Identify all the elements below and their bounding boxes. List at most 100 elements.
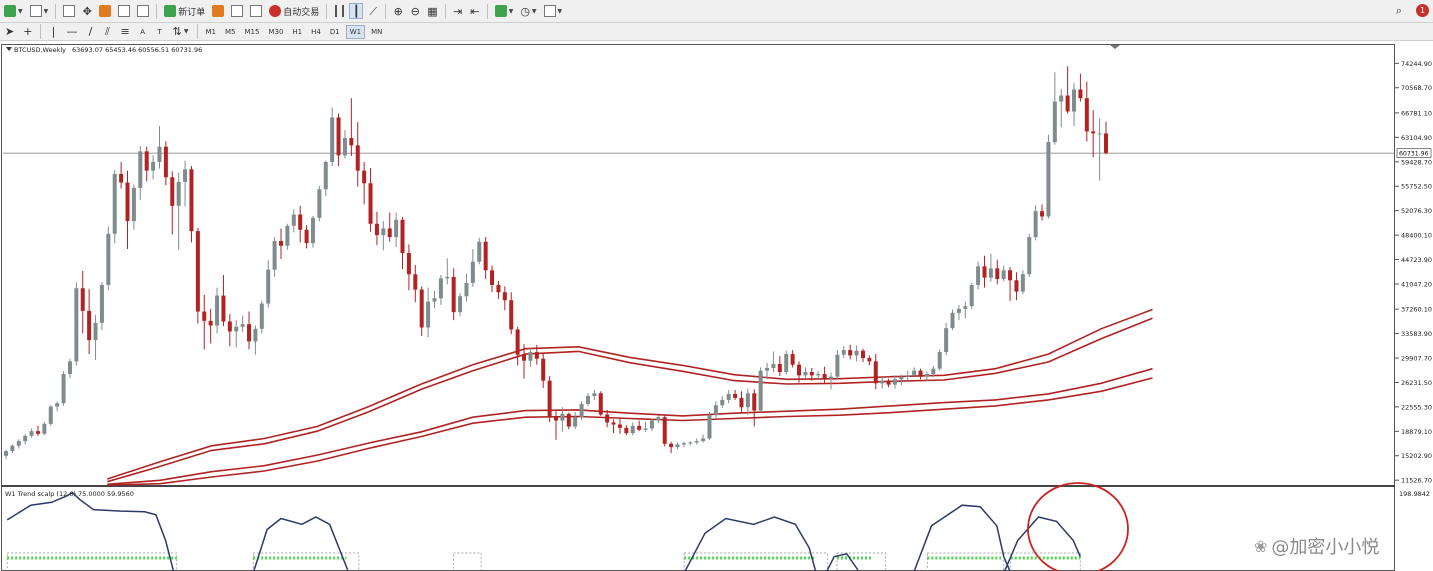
toolbar-separator <box>40 24 42 39</box>
text-tool[interactable]: A <box>136 25 150 39</box>
text-label-tool-label: T <box>157 27 162 36</box>
bar-chart-button[interactable] <box>332 3 346 19</box>
timeframe-d1[interactable]: D1 <box>329 27 340 36</box>
signal-zone-box <box>683 552 828 571</box>
candle <box>739 391 744 413</box>
search-button[interactable]: ⌕ <box>1392 2 1406 18</box>
timeframe-mn[interactable]: MN <box>371 27 383 36</box>
candle <box>784 350 789 375</box>
signals-button[interactable] <box>229 3 245 19</box>
candle <box>1040 204 1045 221</box>
zoom-in-button[interactable]: ⊕ <box>391 3 405 19</box>
trend-scalp-indicator <box>6 482 1129 571</box>
candle-body <box>848 350 853 356</box>
toolbar-separator <box>486 3 488 19</box>
new-order-button[interactable]: 新订单 <box>162 3 207 19</box>
candlestick-button[interactable]: ┃ <box>349 3 364 19</box>
chart-shift-marker-icon[interactable] <box>1110 45 1120 49</box>
timeframe-m15[interactable]: M15 <box>244 27 260 36</box>
price-axis: 74244.90 70568.70 66781.10 63104.90 59428.70… <box>1395 60 1432 485</box>
market-button[interactable] <box>248 3 264 19</box>
data-window-button[interactable] <box>97 3 113 19</box>
candle <box>656 415 661 424</box>
candle-body <box>752 393 757 411</box>
candle <box>394 212 399 248</box>
arrows-tool[interactable]: ⇅ ▼ <box>170 25 192 39</box>
chevron-down-icon: ▼ <box>183 28 189 35</box>
templates-button[interactable]: ▼ <box>542 3 565 19</box>
auto-scroll-button[interactable]: ⇥ <box>451 3 465 19</box>
candle <box>675 442 680 450</box>
candle <box>1084 81 1089 142</box>
candle-body <box>649 420 654 429</box>
indicators-button[interactable]: ▼ <box>493 3 516 19</box>
collapse-triangle-icon[interactable] <box>6 47 12 51</box>
market-watch-button[interactable] <box>61 3 77 19</box>
candle <box>841 346 846 359</box>
timeframe-m5[interactable]: M5 <box>225 27 236 36</box>
candle-body <box>48 406 53 424</box>
chart-shift-button[interactable]: ⇤ <box>468 3 482 19</box>
timeframe-m30[interactable]: M30 <box>268 27 284 36</box>
trend-line-tool[interactable]: / <box>83 25 97 39</box>
candle <box>803 367 808 379</box>
crosshair-tool[interactable]: + <box>20 25 35 39</box>
price-chart-header: BTCUSD,Weekly 63693.07 65453.46 60556.51… <box>6 46 202 54</box>
fibonacci-tool[interactable]: ≡ <box>117 25 132 39</box>
candle-body <box>969 284 974 307</box>
candle <box>522 344 527 379</box>
profiles-button[interactable]: ▼ <box>28 3 51 19</box>
chart-window[interactable]: 74244.90 70568.70 66781.10 63104.90 59428.70… <box>0 41 1433 571</box>
timeframe-w1[interactable]: W1 <box>345 24 366 39</box>
candle <box>445 258 450 285</box>
candle-body <box>803 372 808 376</box>
line-chart-button[interactable]: ⟋ <box>366 3 380 19</box>
navigator-button[interactable]: ✥ <box>80 3 94 19</box>
candle <box>502 286 507 311</box>
candle <box>598 391 603 416</box>
channel-tool[interactable]: ⫽ <box>100 25 114 39</box>
candle <box>266 260 271 308</box>
periods-button[interactable]: ◷ ▼ <box>518 3 538 19</box>
auto-trading-button[interactable]: 自动交易 <box>267 3 321 19</box>
candle-body <box>362 170 367 184</box>
candle <box>477 237 482 265</box>
candle <box>10 444 15 454</box>
meta-editor-button[interactable] <box>210 3 226 19</box>
text-label-tool[interactable]: T <box>153 25 167 39</box>
moving-average-line <box>107 377 1153 486</box>
tile-windows-button[interactable]: ▦ <box>425 3 439 19</box>
zoom-out-button[interactable]: ⊖ <box>408 3 422 19</box>
new-chart-button[interactable]: ▼ <box>2 3 25 19</box>
chart-background <box>0 41 1433 571</box>
candle-body <box>592 393 597 396</box>
candle <box>765 362 770 380</box>
candle <box>937 349 942 371</box>
cursor-tool[interactable]: ➤ <box>2 25 17 39</box>
fibonacci-icon: ≡ <box>120 25 130 38</box>
candle <box>464 273 469 302</box>
candle <box>528 347 533 367</box>
candle <box>106 226 111 291</box>
notification-badge[interactable]: 1 <box>1416 3 1429 17</box>
moving-average-line <box>107 367 1153 486</box>
candle <box>822 366 827 384</box>
crosshair-icon: + <box>23 25 33 38</box>
vertical-line-tool[interactable]: | <box>46 25 60 39</box>
timeframe-h1[interactable]: H1 <box>292 27 303 36</box>
candle <box>151 155 156 180</box>
highlight-circle <box>1027 482 1129 571</box>
candle <box>944 322 949 356</box>
horizontal-line-tool[interactable]: — <box>63 25 80 39</box>
timeframe-h4[interactable]: H4 <box>311 27 321 36</box>
candle <box>797 361 802 383</box>
price-axis-label: 29907.70 <box>1401 355 1432 363</box>
candle-body <box>1072 89 1077 112</box>
candle-body <box>777 364 782 373</box>
new-chart-icon <box>4 5 16 17</box>
candle <box>330 107 335 166</box>
strategy-tester-button[interactable] <box>135 3 151 19</box>
timeframe-m1[interactable]: M1 <box>205 27 217 36</box>
candle-body <box>643 428 648 430</box>
terminal-button[interactable] <box>116 3 132 19</box>
